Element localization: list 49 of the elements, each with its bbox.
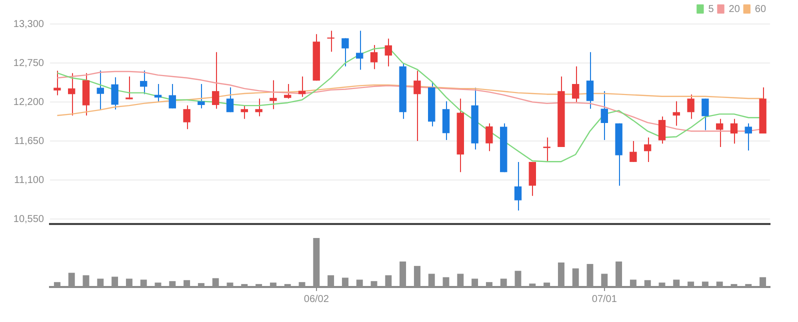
candlestick (327, 30, 334, 52)
candlestick (96, 70, 104, 110)
candlestick (212, 52, 220, 110)
candlestick (600, 90, 608, 140)
legend-label: 20 (728, 4, 740, 15)
candlestick (528, 161, 536, 196)
candlestick (226, 86, 234, 113)
x-tick-label: 07/01 (592, 294, 618, 305)
y-tick-label: 12,750 (13, 58, 44, 69)
candlestick (140, 70, 148, 95)
candlestick (658, 116, 666, 144)
candlestick (183, 104, 190, 130)
candlestick (68, 72, 76, 116)
x-tick-label: 06/02 (304, 294, 330, 305)
candlestick (644, 137, 652, 162)
candlestick (154, 84, 162, 102)
candlestick (543, 137, 550, 162)
candlestick (730, 118, 738, 144)
candlestick (370, 44, 378, 70)
candlestick (414, 70, 421, 142)
candlestick (198, 84, 205, 109)
candlestick (342, 38, 349, 67)
y-tick-label: 11,650 (14, 136, 44, 147)
candlestick (702, 98, 709, 131)
y-tick-label: 10,550 (13, 214, 44, 225)
candlestick (514, 161, 522, 211)
legend-label: 60 (754, 4, 766, 15)
candlestick (630, 140, 637, 162)
candlestick (54, 70, 61, 96)
candlestick (255, 98, 262, 117)
y-tick-label: 12,200 (13, 96, 44, 108)
y-tick-label: 13,300 (13, 18, 44, 30)
candlestick (572, 66, 580, 102)
candlestick (384, 38, 392, 67)
candlestick (687, 94, 694, 120)
candlestick (111, 76, 118, 110)
candlestick (270, 80, 277, 110)
y-tick-label: 11,100 (14, 174, 44, 186)
candlestick (672, 100, 680, 126)
candlestick (356, 30, 364, 70)
candlestick (744, 122, 752, 151)
candlestick (716, 118, 724, 148)
candlestick (284, 84, 292, 100)
candlestick (586, 52, 594, 110)
candlestick (126, 76, 133, 100)
candlestick (168, 84, 176, 109)
candlestick (240, 106, 248, 120)
candlestick (486, 122, 493, 152)
legend-label: 5 (708, 4, 714, 15)
